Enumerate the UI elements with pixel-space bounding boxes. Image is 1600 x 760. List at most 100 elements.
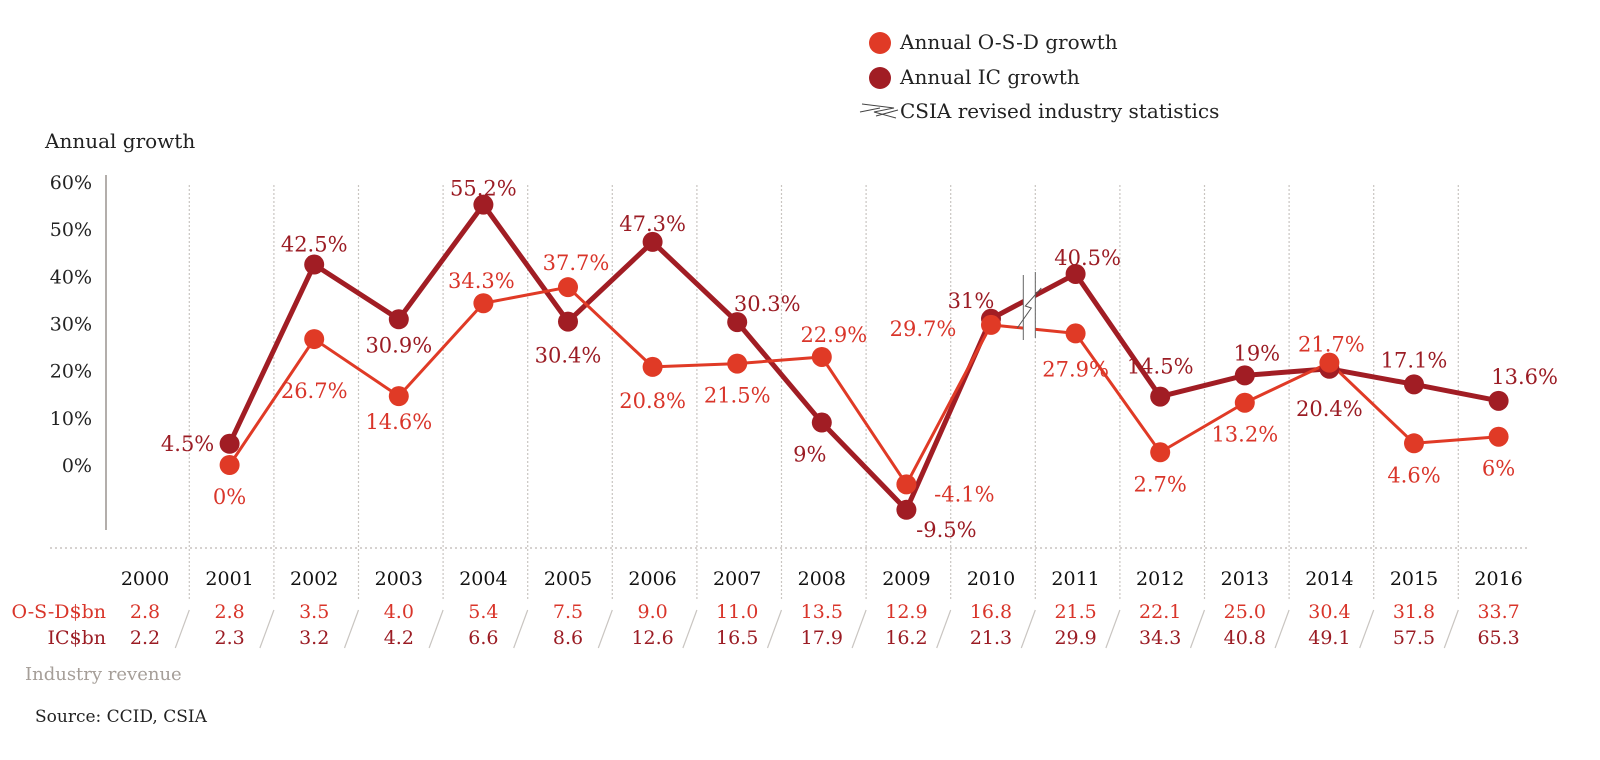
data-label-osd: 13.2% — [1211, 423, 1278, 447]
data-point-osd — [473, 293, 494, 314]
x-tick-label: 2006 — [628, 568, 676, 590]
data-label-osd: 20.8% — [619, 389, 686, 413]
data-point-osd — [1488, 426, 1509, 447]
data-label-osd: 0% — [213, 485, 246, 509]
revenue-osd-value: 13.5 — [801, 601, 843, 623]
data-label-ic: -9.5% — [916, 518, 976, 542]
revenue-osd-value: 9.0 — [637, 601, 667, 623]
revenue-osd-value: 4.0 — [384, 601, 414, 623]
data-label-ic: 31% — [948, 289, 995, 313]
revenue-ic-value: 8.6 — [553, 627, 583, 649]
data-point-ic — [1488, 390, 1509, 411]
revenue-table-title: Industry revenue — [25, 664, 182, 685]
revenue-osd-value: 2.8 — [130, 601, 160, 623]
data-point-ic — [811, 412, 832, 433]
data-point-osd — [642, 356, 663, 377]
x-tick-label: 2016 — [1474, 568, 1522, 590]
revenue-table: 2.8 2.2 2.8 2.3 3.5 3.2 4.0 4.2 5.4 6.6 7.5 8.6 9.0 1… — [130, 601, 1520, 649]
y-tick-label: 30% — [50, 314, 92, 336]
table-separator — [851, 609, 867, 649]
revenue-ic-value: 17.9 — [801, 627, 843, 649]
data-label-ic: 42.5% — [281, 233, 348, 257]
grid-lines — [174, 185, 1459, 649]
revenue-osd-value: 33.7 — [1477, 601, 1519, 623]
revenue-ic-value: 16.5 — [716, 627, 758, 649]
data-point-ic — [1234, 365, 1255, 386]
source-note: Source: CCID, CSIA — [35, 707, 208, 727]
data-label-ic: 13.6% — [1491, 365, 1558, 389]
data-point-ic — [558, 311, 578, 332]
x-tick-label: 2009 — [882, 568, 930, 590]
data-labels: 0% 26.7% 14.6% 34.3% 37.7% 20.8% 21.5% 22.9% -4.… — [161, 177, 1558, 542]
table-separator — [1359, 609, 1375, 649]
data-label-ic: 4.5% — [161, 432, 214, 456]
x-tick-label: 2000 — [121, 568, 169, 590]
revenue-ic-value: 40.8 — [1224, 627, 1266, 649]
x-tick-label: 2015 — [1390, 568, 1438, 590]
revenue-osd-value: 3.5 — [299, 601, 329, 623]
data-label-ic: 55.2% — [450, 177, 517, 201]
data-label-osd: 6% — [1482, 457, 1515, 481]
break-marker — [1016, 270, 1042, 340]
revenue-ic-value: 34.3 — [1139, 627, 1181, 649]
x-tick-label: 2011 — [1051, 568, 1099, 590]
revenue-ic-value: 6.6 — [468, 627, 498, 649]
data-point-osd — [558, 277, 578, 298]
table-separator — [1443, 609, 1459, 649]
data-label-ic: 30.9% — [365, 333, 432, 357]
revenue-osd-value: 16.8 — [970, 601, 1012, 623]
data-point-osd — [1319, 352, 1340, 373]
x-tick-label: 2005 — [544, 568, 592, 590]
data-label-osd: 37.7% — [543, 251, 610, 275]
series-line-osd — [228, 285, 1499, 486]
data-point-ic — [1404, 374, 1424, 395]
year-labels: 2000 2001 2002 2003 2004 2005 2006 2007 2008 2009… — [121, 568, 1523, 590]
table-separator — [1020, 609, 1036, 649]
table-separator — [682, 609, 698, 649]
revenue-ic-value: 16.2 — [885, 627, 927, 649]
revenue-ic-value: 3.2 — [299, 627, 329, 649]
legend-ic-label: Annual IC growth — [899, 65, 1080, 89]
y-tick-label: 10% — [50, 408, 92, 430]
data-point-ic — [388, 309, 409, 330]
data-label-osd: 34.3% — [448, 269, 515, 293]
data-point-ic — [1065, 263, 1086, 284]
table-separator — [936, 609, 952, 649]
data-point-osd — [1150, 442, 1171, 463]
break-marker-legend-icon — [859, 103, 899, 119]
x-tick-label: 2010 — [967, 568, 1015, 590]
x-tick-label: 2002 — [290, 568, 338, 590]
break-gap — [1023, 270, 1036, 340]
legend-osd-label: Annual O-S-D growth — [899, 30, 1118, 54]
data-point-osd — [727, 353, 748, 374]
data-label-ic: 17.1% — [1381, 348, 1448, 372]
data-point-osd — [811, 346, 832, 367]
data-point-ic — [1150, 386, 1171, 407]
y-tick-label: 0% — [62, 455, 92, 477]
revenue-ic-value: 65.3 — [1477, 627, 1519, 649]
table-separator — [428, 609, 444, 649]
x-tick-label: 2014 — [1305, 568, 1353, 590]
data-label-ic: 40.5% — [1054, 246, 1121, 270]
data-point-osd — [1065, 323, 1086, 344]
break-zigzag-icon — [1016, 287, 1042, 329]
series-lines — [227, 202, 1500, 513]
data-point-ic — [896, 499, 917, 520]
data-point-osd — [388, 386, 409, 407]
revenue-osd-value: 30.4 — [1308, 601, 1350, 623]
revenue-osd-value: 2.8 — [214, 601, 244, 623]
revenue-osd-value: 7.5 — [553, 601, 583, 623]
data-point-osd — [219, 455, 240, 475]
data-label-ic: 19% — [1233, 341, 1280, 365]
y-ticks: 60% 50% 40% 30% 20% 10% 0% — [50, 172, 92, 477]
data-point-osd — [1404, 433, 1424, 454]
data-label-osd: 22.9% — [800, 323, 867, 347]
legend: Annual O-S-D growth Annual IC growth CSI… — [859, 30, 1219, 123]
table-separator — [1274, 609, 1290, 649]
data-label-osd: -4.1% — [934, 482, 994, 506]
data-label-osd: 4.6% — [1387, 463, 1440, 487]
table-separator — [1105, 609, 1121, 649]
x-tick-label: 2012 — [1136, 568, 1184, 590]
table-separator — [597, 609, 613, 649]
revenue-osd-value: 5.4 — [468, 601, 498, 623]
